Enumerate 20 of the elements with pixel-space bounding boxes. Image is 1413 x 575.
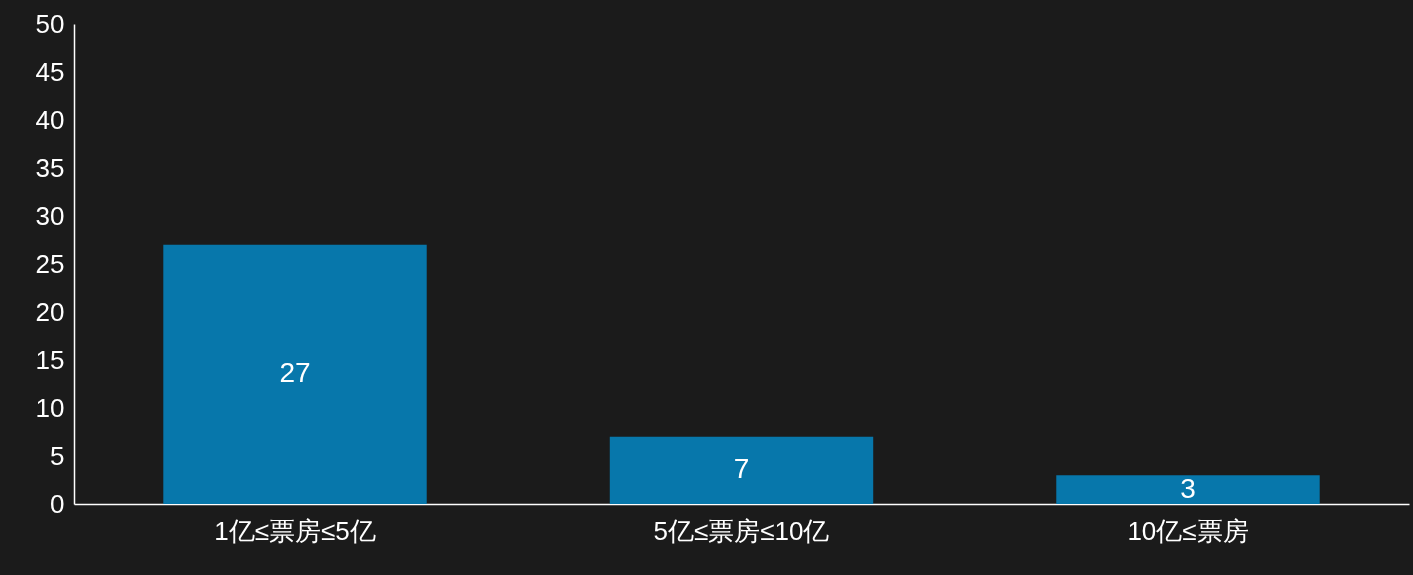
data-label: 3: [1180, 472, 1196, 504]
bar: [609, 436, 874, 504]
y-tick-label: 5: [50, 440, 65, 471]
data-label: 27: [279, 357, 311, 389]
y-tick-label: 50: [35, 8, 65, 39]
y-tick-label: 20: [35, 296, 65, 327]
y-tick-label: 10: [35, 392, 65, 423]
bar: [163, 244, 427, 504]
bar: [1056, 475, 1320, 504]
x-tick-label: 10亿≤票房: [1127, 515, 1249, 546]
y-tick-label: 30: [35, 200, 65, 231]
x-tick-label: 5亿≤票房≤10亿: [653, 515, 830, 546]
y-tick-label: 25: [35, 248, 65, 279]
y-tick-label: 45: [35, 56, 65, 87]
x-tick-label: 1亿≤票房≤5亿: [214, 515, 376, 546]
y-tick-label: 0: [50, 488, 65, 519]
y-tick-label: 40: [35, 104, 65, 135]
data-label: 7: [733, 453, 750, 485]
y-tick-label: 35: [35, 152, 65, 183]
y-tick-label: 15: [35, 344, 65, 375]
